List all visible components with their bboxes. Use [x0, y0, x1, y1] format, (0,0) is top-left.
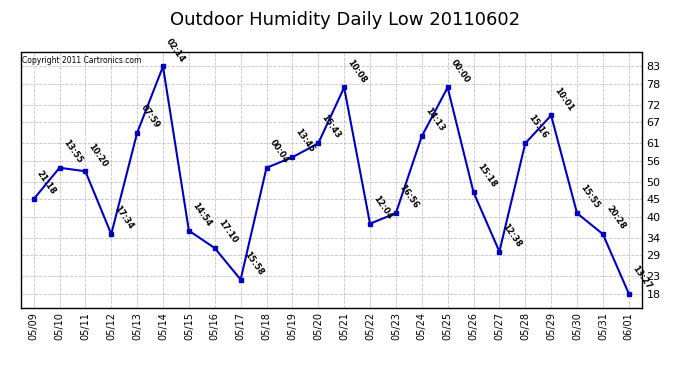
Text: 13:45: 13:45	[294, 128, 317, 154]
Text: 13:27: 13:27	[630, 264, 653, 291]
Text: 13:55: 13:55	[61, 138, 83, 165]
Text: 16:56: 16:56	[397, 183, 420, 210]
Text: 07:59: 07:59	[139, 103, 161, 130]
Text: 12:04: 12:04	[371, 194, 394, 221]
Text: 14:54: 14:54	[190, 201, 213, 228]
Text: 17:10: 17:10	[216, 218, 239, 245]
Text: 15:55: 15:55	[578, 183, 601, 210]
Text: 00:00: 00:00	[449, 58, 471, 85]
Text: 15:18: 15:18	[475, 162, 497, 189]
Text: 02:14: 02:14	[164, 37, 187, 64]
Text: Copyright 2011 Cartronics.com: Copyright 2011 Cartronics.com	[22, 56, 141, 65]
Text: 20:28: 20:28	[604, 204, 627, 231]
Text: 12:38: 12:38	[501, 222, 524, 249]
Text: 10:20: 10:20	[87, 141, 110, 168]
Text: 21:18: 21:18	[35, 170, 58, 196]
Text: 15:43: 15:43	[319, 114, 342, 141]
Text: 15:16: 15:16	[526, 113, 549, 141]
Text: 10:08: 10:08	[346, 58, 368, 85]
Text: 14:13: 14:13	[423, 106, 446, 134]
Text: 17:34: 17:34	[112, 204, 135, 231]
Text: 15:58: 15:58	[242, 250, 265, 277]
Text: 00:04: 00:04	[268, 138, 290, 165]
Text: Outdoor Humidity Daily Low 20110602: Outdoor Humidity Daily Low 20110602	[170, 11, 520, 29]
Text: 10:01: 10:01	[553, 86, 575, 112]
